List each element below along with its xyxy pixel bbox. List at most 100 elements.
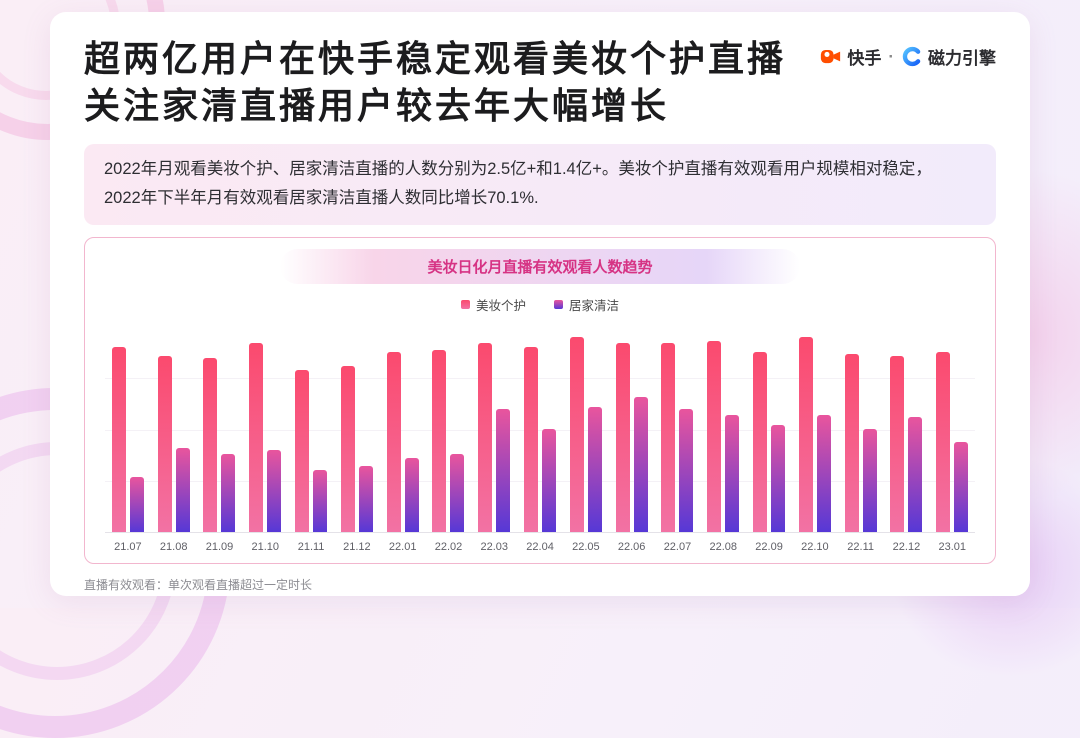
legend-swatch-cleaning: [554, 299, 563, 309]
bar-pair-22.11: [837, 327, 884, 533]
bar-cleaning-22.05: [587, 406, 602, 532]
chart-column: 21.12: [333, 327, 380, 553]
bar-cleaning-21.09: [221, 454, 236, 532]
bar-pair-21.08: [150, 327, 197, 533]
chart-column: 22.05: [562, 327, 609, 553]
bar-pair-21.09: [196, 327, 243, 533]
brand-separator: ·: [888, 46, 894, 66]
x-axis-label: 22.03: [480, 540, 509, 553]
bar-cleaning-22.08: [725, 415, 740, 532]
chart-column: 22.04: [517, 327, 563, 553]
legend-swatch-beauty: [460, 299, 470, 309]
bar-cleaning-22.02: [450, 454, 465, 532]
bar-cleaning-21.10: [267, 449, 282, 532]
bar-cleaning-22.09: [771, 425, 786, 532]
bar-cleaning-22.06: [633, 396, 648, 532]
x-axis-label: 22.07: [663, 540, 692, 553]
slide-card: 超两亿用户在快手稳定观看美妆个护直播 关注家清直播用户较去年大幅增长 快手 ·: [50, 12, 1030, 596]
x-axis-label: 22.06: [617, 540, 646, 553]
bar-beauty-22.11: [844, 353, 859, 532]
bar-beauty-22.12: [890, 355, 905, 532]
legend-item-cleaning: 居家清洁: [554, 295, 619, 314]
bar-beauty-21.12: [340, 365, 355, 532]
bar-cleaning-22.01: [404, 458, 419, 532]
chart-title: 美妆日化月直播有效观看人数趋势: [280, 248, 800, 284]
kuaishou-label: 快手: [847, 49, 882, 68]
bar-beauty-22.10: [798, 337, 813, 532]
x-axis-label: 22.11: [847, 540, 874, 553]
bar-cleaning-21.07: [129, 476, 144, 532]
gridline: [105, 429, 975, 431]
x-axis-label: 21.12: [343, 540, 371, 553]
legend-item-beauty: 美妆个护: [460, 295, 526, 314]
bar-pair-22.12: [883, 327, 930, 533]
x-axis-label: 22.12: [892, 540, 921, 553]
bar-beauty-22.03: [478, 343, 493, 532]
gridline: [105, 378, 975, 380]
bar-beauty-22.09: [753, 351, 768, 532]
bar-cleaning-23.01: [954, 441, 969, 532]
x-axis-label: 22.10: [801, 540, 829, 553]
chart-columns: 21.07 21.08 21.09 21.10 21.11 21.12 22.01 22.02…: [105, 327, 976, 553]
chart-column: 22.03: [471, 327, 518, 553]
chart-column: 21.10: [242, 327, 289, 553]
x-axis-label: 22.01: [388, 540, 417, 553]
x-axis-label: 21.10: [251, 540, 280, 553]
brand-logos: 快手 · 磁力引擎: [820, 44, 996, 69]
bar-cleaning-21.08: [175, 447, 190, 532]
bar-beauty-23.01: [936, 351, 951, 532]
bar-beauty-22.05: [569, 337, 584, 532]
bar-cleaning-22.11: [862, 429, 877, 532]
bar-beauty-22.06: [615, 343, 630, 532]
bar-cleaning-22.12: [908, 417, 923, 532]
bar-pair-22.07: [654, 327, 701, 533]
bar-pair-22.10: [791, 327, 838, 533]
bar-cleaning-21.11: [313, 470, 328, 532]
bar-beauty-21.09: [203, 357, 218, 532]
bar-beauty-21.07: [111, 347, 126, 532]
bar-cleaning-22.07: [679, 408, 694, 532]
page-title-line1: 超两亿用户在快手稳定观看美妆个护直播: [84, 38, 787, 79]
bar-beauty-22.04: [524, 347, 539, 532]
bar-cleaning-22.04: [542, 429, 557, 532]
gridline: [105, 481, 975, 483]
bar-pair-22.06: [608, 327, 655, 533]
chart-gridlines: [105, 327, 975, 533]
chart-column: 22.01: [379, 327, 426, 553]
x-axis-label: 21.09: [205, 540, 234, 553]
bar-pair-22.04: [517, 327, 563, 533]
chart-panel: 美妆日化月直播有效观看人数趋势 美妆个护 居家清洁 21.07 21.08 21.0…: [84, 236, 996, 564]
chart-column: 22.12: [883, 327, 930, 553]
bar-pair-22.02: [425, 327, 472, 533]
bar-cleaning-22.10: [816, 415, 831, 532]
bar-beauty-22.08: [707, 341, 722, 532]
chart-column: 22.08: [700, 327, 747, 553]
bar-pair-21.12: [333, 327, 380, 533]
x-axis-label: 23.01: [938, 540, 966, 553]
chart-column: 21.09: [196, 327, 243, 553]
legend-label-beauty: 美妆个护: [475, 298, 526, 313]
cili-engine-label: 磁力引擎: [928, 49, 996, 68]
bar-chart: 21.07 21.08 21.09 21.10 21.11 21.12 22.01 22.02…: [99, 327, 981, 553]
bar-beauty-21.10: [249, 343, 264, 532]
chart-column: 21.11: [288, 327, 334, 553]
x-axis-label: 21.11: [297, 540, 325, 553]
x-axis-label: 22.08: [709, 540, 738, 553]
bar-cleaning-21.12: [358, 466, 373, 532]
bar-beauty-22.01: [386, 351, 401, 532]
bar-pair-21.07: [105, 327, 151, 533]
page-title: 超两亿用户在快手稳定观看美妆个护直播 关注家清直播用户较去年大幅增长: [84, 36, 786, 130]
x-axis-label: 21.08: [159, 540, 188, 553]
chart-column: 22.07: [654, 327, 701, 553]
chart-column: 23.01: [929, 327, 976, 553]
bar-pair-22.05: [562, 327, 609, 533]
summary-line2: 2022年下半年月有效观看居家清洁直播人数同比增长70.1%.: [104, 189, 539, 208]
bar-pair-22.08: [700, 327, 747, 533]
footnote: 直播有效观看：单次观看直播超过一定时长: [84, 577, 313, 592]
cili-engine-logo-icon: [901, 46, 922, 67]
chart-column: 22.02: [425, 327, 472, 553]
bar-beauty-22.02: [432, 349, 447, 532]
kuaishou-logo-icon: [820, 46, 841, 67]
x-axis-label: 22.09: [755, 540, 783, 553]
chart-column: 21.08: [150, 327, 197, 553]
